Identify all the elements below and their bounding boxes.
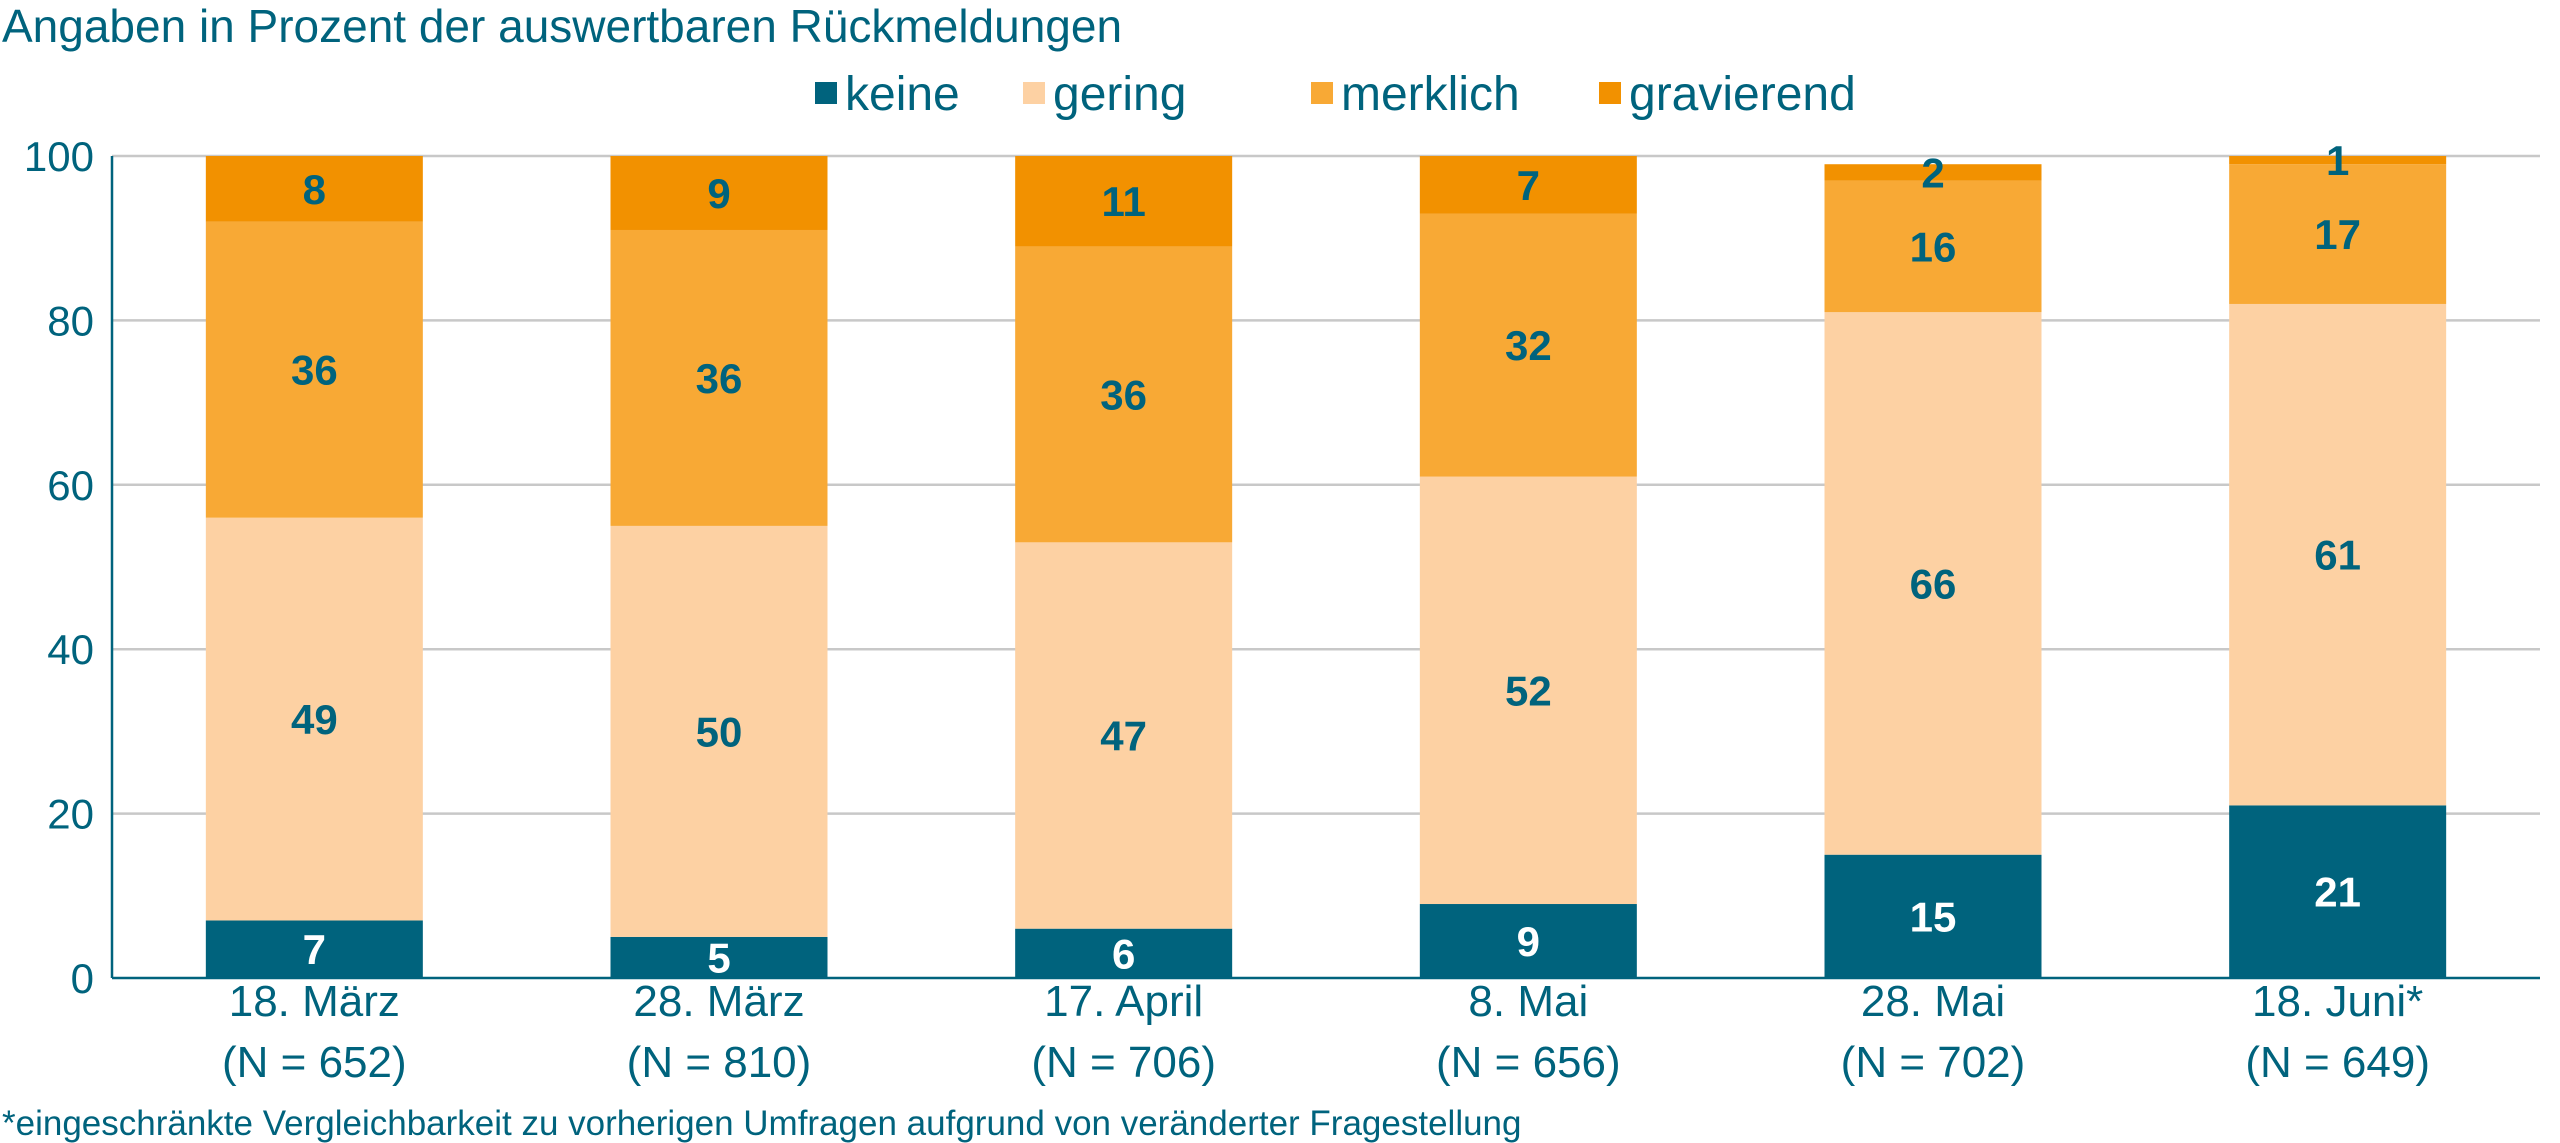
legend-label: merklich [1341,68,1520,121]
bar-segment-keine [1419,904,1637,978]
bar-stack: 6 47 36 11 [1015,156,1233,978]
data-label: 47 [1100,713,1147,760]
data-label: 1 [2326,137,2349,184]
footnote: *eingeschränkte Vergleichbarkeit zu vorh… [2,1104,1522,1143]
bar-segment-merklich [1015,246,1233,543]
y-tick-label: 0 [71,955,94,1002]
chart-title: Angaben in Prozent der auswertbaren Rück… [2,0,1122,52]
x-tick-sample-size: (N = 652) [222,1038,407,1087]
data-label: 50 [696,708,743,755]
data-label: 2 [1921,149,1944,196]
legend-swatch [1023,82,1045,104]
data-label: 6 [1112,930,1135,977]
data-label: 16 [1910,223,1957,270]
data-label: 66 [1910,560,1957,607]
x-tick-sample-size: (N = 649) [2245,1038,2430,1087]
bar-segment-gravierend [1824,164,2042,181]
data-label: 49 [291,696,338,743]
bar-segment-merklich [1824,180,2042,313]
legend-swatch [1599,82,1621,104]
bar-stack: 9 52 32 7 [1419,156,1637,978]
y-tick-label: 20 [47,791,94,838]
bar-stack: 7 49 36 8 [205,156,423,978]
legend-swatch [815,82,837,104]
y-tick-label: 100 [24,133,94,180]
data-label: 36 [1100,371,1147,418]
data-label: 9 [1517,918,1540,965]
x-axis: 18. März (N = 652) 28. März (N = 810) 17. Ap… [112,976,2540,1087]
bars: 7 49 36 8 5 50 36 9 6 47 36 11 9 52 32 7 15 66 16 2 21 61 17 1 [205,137,2447,981]
data-label: 8 [303,166,326,213]
bar-segment-keine [205,920,423,978]
bar-segment-merklich [2229,164,2447,304]
bar-segment-keine [1015,928,1233,978]
data-label: 9 [707,170,730,217]
gridlines [112,154,2540,815]
bar-stack: 21 61 17 1 [2229,137,2447,978]
data-label: 11 [1101,178,1145,225]
bar-stack: 5 50 36 9 [610,156,828,981]
bar-segment-gering [610,525,828,937]
bar-segment-gravierend [1419,156,1637,214]
y-tick-label: 60 [47,462,94,509]
bar-segment-keine [610,936,828,978]
x-tick-label: 8. Mai [1468,977,1588,1026]
legend-item: merklich [1311,68,1520,121]
y-axis: 0 20 40 60 80 100 [24,133,114,1002]
bar-segment-gering [205,517,423,921]
bar-segment-gravierend [1015,156,1233,247]
legend-item: gering [1023,68,1186,121]
x-tick-sample-size: (N = 702) [1841,1038,2026,1087]
data-label: 36 [291,347,338,394]
x-tick-label: 28. Mai [1861,977,2005,1026]
data-label: 15 [1910,893,1957,940]
x-tick-sample-size: (N = 706) [1031,1038,1216,1087]
x-tick-sample-size: (N = 810) [627,1038,812,1087]
legend-label: gravierend [1629,68,1856,121]
data-label: 32 [1505,322,1552,369]
bar-segment-keine [2229,805,2447,978]
legend-label: gering [1053,68,1186,121]
x-tick-sample-size: (N = 656) [1436,1038,1621,1087]
bar-segment-gering [1824,312,2042,855]
bar-segment-gravierend [610,156,828,230]
x-tick-label: 18. März [229,977,400,1026]
x-tick-label: 18. Juni* [2252,977,2423,1026]
y-tick-label: 40 [47,626,94,673]
data-label: 5 [707,934,730,981]
data-label: 52 [1505,667,1552,714]
data-label: 36 [696,355,743,402]
legend-item: gravierend [1599,68,1856,121]
y-tick-label: 80 [47,297,94,344]
x-tick-label: 28. März [633,977,804,1026]
data-label: 21 [2314,869,2361,916]
bar-segment-merklich [205,221,423,518]
data-label: 17 [2314,211,2361,258]
bar-segment-merklich [1419,213,1637,477]
bar-segment-gering [1015,542,1233,929]
data-label: 7 [1517,162,1540,209]
bar-stack: 15 66 16 2 [1824,149,2042,978]
bar-segment-gravierend [205,156,423,222]
bar-segment-gravierend [2229,156,2447,165]
legend: keine gering merklich gravierend [815,68,1856,121]
bar-segment-gering [2229,303,2447,806]
bar-segment-merklich [610,229,828,526]
legend-item: keine [815,68,960,121]
x-tick-label: 17. April [1044,977,1203,1026]
legend-swatch [1311,82,1333,104]
data-label: 61 [2314,532,2361,579]
data-label: 7 [303,926,326,973]
legend-label: keine [845,68,960,121]
bar-segment-gering [1419,476,1637,905]
bar-segment-keine [1824,854,2042,978]
